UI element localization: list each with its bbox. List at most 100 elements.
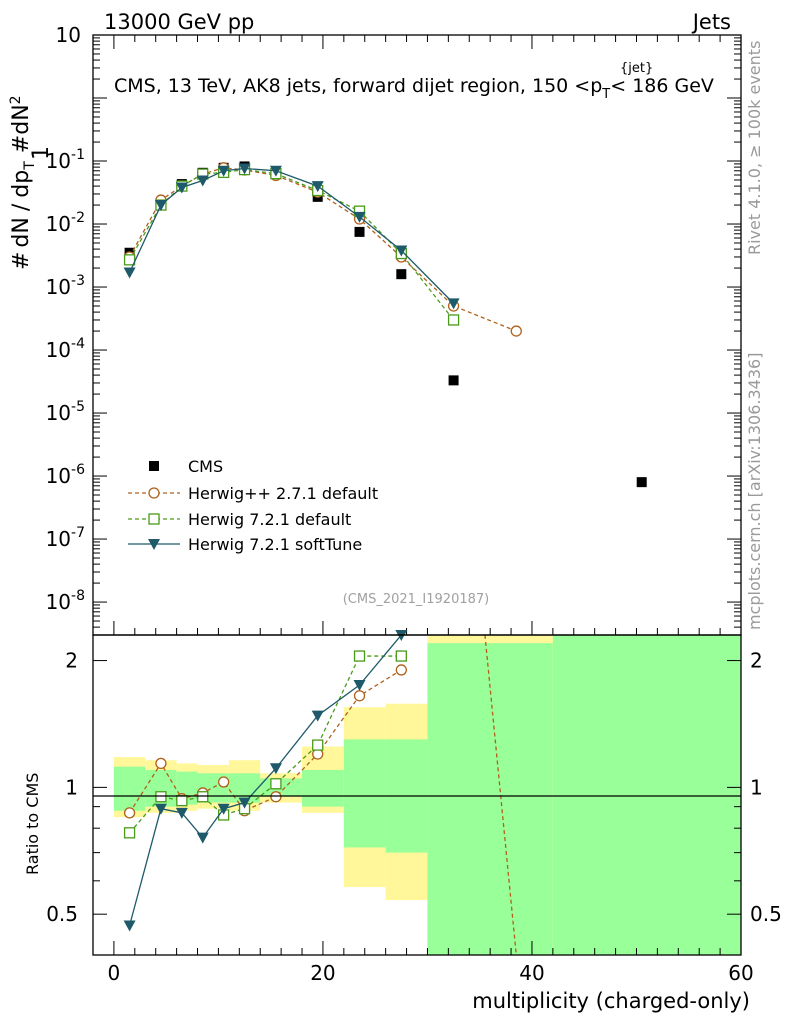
legend: CMS Herwig++ 2.7.1 default Herwig 7.2.1 … [128, 457, 378, 554]
main-y-tick-label-6: 10-6 [46, 462, 86, 488]
legend-marker-herwigpp [148, 487, 160, 499]
main-y-tick-label-7: 10-7 [46, 525, 85, 551]
ratio-softtune-point-5 [238, 797, 251, 809]
softtune-point-0 [123, 267, 136, 279]
ratio-axis-ticks: 2 2 1 1 0.5 0.5 [46, 649, 782, 927]
ratio-uncertainty-bands [113, 635, 741, 955]
softtune-point-6 [269, 165, 282, 177]
main-y-axis-label: #dN/dpT#dN2 1 [8, 95, 54, 270]
ratio-herwigpp-point-6 [270, 791, 282, 803]
x-tick-label-0: 0 [108, 961, 121, 985]
cms-point-9 [396, 269, 407, 280]
ratio-softtune-point-2 [175, 807, 188, 819]
main-y-tick-label-2: 10-2 [46, 210, 85, 236]
ratio-herwig721-point-6 [270, 778, 282, 790]
analysis-id-label: (CMS_2021_I1920187) [343, 592, 490, 607]
main-y-tick-label-8: 10-8 [46, 588, 85, 614]
softtune-point-3 [196, 175, 209, 187]
ratio-herwig721-point-0 [123, 827, 136, 839]
legend-marker-herwig721 [148, 513, 160, 525]
series-line-2 [129, 168, 455, 321]
band-inner-9 [427, 643, 553, 955]
ratio-softtune-point-4 [217, 803, 230, 815]
main-y-tick-label-5: 10-5 [46, 399, 85, 425]
plot-title-main: CMS, 13 TeV, AK8 jets, forward dijet reg… [114, 75, 602, 97]
band-inner-7 [343, 739, 386, 848]
legend-entry-cms: CMS [149, 457, 223, 476]
ratio-y-tick-label-right-2: 0.5 [750, 902, 782, 926]
plot-title-sup: {jet} [620, 61, 653, 76]
legend-label-herwig721: Herwig 7.2.1 default [188, 510, 351, 529]
ratio-herwigpp-point-4 [217, 776, 230, 788]
ratio-herwig721-point-1 [155, 791, 167, 803]
ratio-y-axis-label: Ratio to CMS [23, 773, 42, 875]
ratio-offscale-line [484, 634, 517, 956]
softtune-point-10 [447, 298, 460, 310]
cms-point-10 [448, 375, 459, 386]
category-label: Jets [691, 10, 731, 34]
ratio-softtune-point-6 [269, 763, 282, 775]
legend-label-softtune: Herwig 7.2.1 softTune [188, 535, 362, 554]
legend-marker-softtune [148, 539, 160, 550]
ratio-herwig721-point-8 [353, 650, 366, 662]
plot-title: CMS, 13 TeV, AK8 jets, forward dijet reg… [114, 75, 714, 102]
ratio-herwig721-point-7 [312, 739, 324, 751]
ratio-herwig721-point-9 [395, 650, 407, 662]
softtune-point-4 [217, 165, 230, 177]
ratio-softtune-point-1 [154, 803, 167, 815]
x-tick-label-3: 60 [728, 961, 753, 985]
legend-label-cms: CMS [188, 457, 223, 476]
plot-title-end: < 186 GeV [610, 75, 714, 97]
ratio-y-tick-label-0: 2 [65, 649, 78, 673]
ratio-y-tick-label-2: 0.5 [46, 902, 78, 926]
ratio-line-3 [128, 634, 402, 926]
ratio-line-2 [129, 655, 402, 834]
x-tick-label-2: 40 [519, 961, 544, 985]
ratio-y-tick-label-1: 1 [65, 775, 78, 799]
main-y-tick-label-1: 10-1 [46, 147, 85, 173]
ratio-herwig721-point-2 [176, 794, 188, 807]
legend-marker-cms [149, 461, 159, 471]
ratio-y-tick-label-right-1: 1 [750, 775, 763, 799]
ratio-softtune-point-8 [353, 679, 366, 691]
ratio-herwig721-point-3 [197, 791, 209, 803]
herwig721-point-10 [447, 314, 460, 326]
legend-entry-herwig721: Herwig 7.2.1 default [128, 510, 351, 529]
softtune-point-8 [353, 211, 366, 223]
ratio-softtune-point-7 [311, 710, 324, 722]
x-tick-label-1: 20 [310, 961, 335, 985]
x-axis-label: multiplicity (charged-only) [472, 989, 750, 1013]
legend-label-herwigpp: Herwig++ 2.7.1 default [188, 484, 378, 503]
main-y-tick-label-3: 10-3 [46, 273, 85, 299]
main-series-layer [123, 161, 647, 488]
svg-text:#dN/dpT#dN2: #dN/dpT#dN2 [8, 95, 38, 270]
ratio-herwigpp-point-1 [155, 757, 167, 770]
main-axis-ticks: 10 10-1 10-2 10-3 10-4 10-5 10-6 10-7 10-8 0 20 40 6… [46, 23, 754, 985]
band-inner-10 [552, 635, 741, 955]
main-y-tick-label-0: 10 [56, 23, 81, 47]
herwig721-point-0 [123, 254, 136, 266]
cms-point-8 [354, 226, 365, 237]
energy-label: 13000 GeV pp [104, 10, 254, 34]
ratio-herwigpp-point-9 [395, 664, 407, 676]
ratio-y-tick-label-right-0: 2 [750, 649, 763, 673]
ratio-herwigpp-point-0 [123, 807, 136, 819]
rivet-version-label: Rivet 4.1.0, ≥ 100k events [745, 41, 764, 255]
softtune-point-9 [395, 245, 408, 257]
main-y-tick-label-4: 10-4 [46, 336, 86, 362]
mcplots-label: mcplots.cern.ch [arXiv:1306.3436] [745, 353, 764, 630]
legend-entry-herwigpp: Herwig++ 2.7.1 default [128, 484, 378, 503]
softtune-point-7 [311, 181, 324, 193]
herwigpp-point-11 [510, 325, 522, 337]
band-inner-0 [113, 766, 146, 811]
ratio-plot-frame [92, 634, 742, 956]
ratio-softtune-point-0 [123, 920, 136, 932]
ratio-herwigpp-point-8 [353, 690, 366, 702]
ratio-softtune-point-3 [196, 832, 209, 844]
softtune-point-1 [154, 200, 167, 212]
band-inner-6 [302, 769, 344, 807]
softtune-point-5 [238, 163, 251, 175]
plot-title-sub: T [601, 87, 610, 102]
svg-text:1: 1 [29, 146, 54, 160]
